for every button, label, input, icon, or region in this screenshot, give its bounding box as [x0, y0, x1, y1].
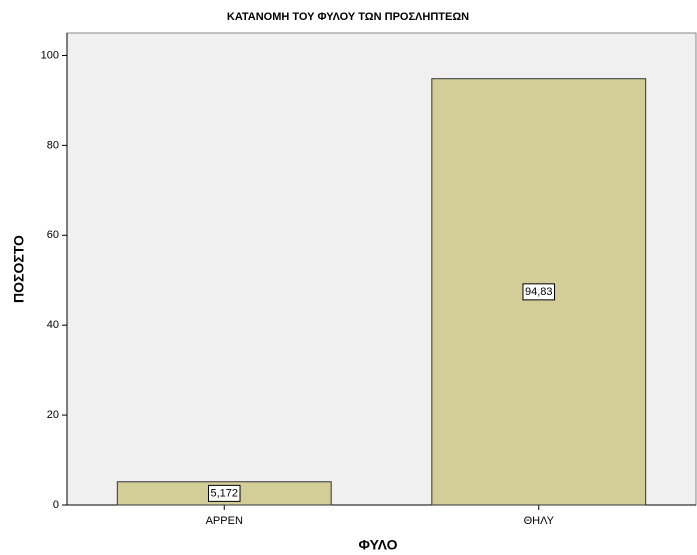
- value-label-box: [207, 484, 241, 502]
- y-tick-label: 0: [53, 499, 59, 511]
- x-tick-label: ΘΗΛΥ: [524, 515, 555, 527]
- value-label: 5,172: [210, 487, 238, 499]
- x-tick-label: ΑΡΡΕΝ: [206, 515, 243, 527]
- x-axis-title: ΦΥΛΟ: [358, 537, 397, 553]
- y-tick-label: 40: [47, 319, 59, 331]
- chart-title: ΚΑΤΑΝΟΜΗ ΤΟΥ ΦΥΛΟΥ ΤΩΝ ΠΡΟΣΛΗΠΤΕΩΝ: [227, 11, 469, 23]
- y-tick-label: 60: [47, 229, 59, 241]
- value-label: 94,83: [525, 286, 553, 298]
- y-tick-label: 80: [47, 139, 59, 151]
- y-tick-label: 20: [47, 409, 59, 421]
- value-label-box: [522, 283, 556, 301]
- y-axis-title: ΠΟΣΟΣΤΟ: [11, 235, 27, 303]
- y-tick-label: 100: [41, 49, 59, 61]
